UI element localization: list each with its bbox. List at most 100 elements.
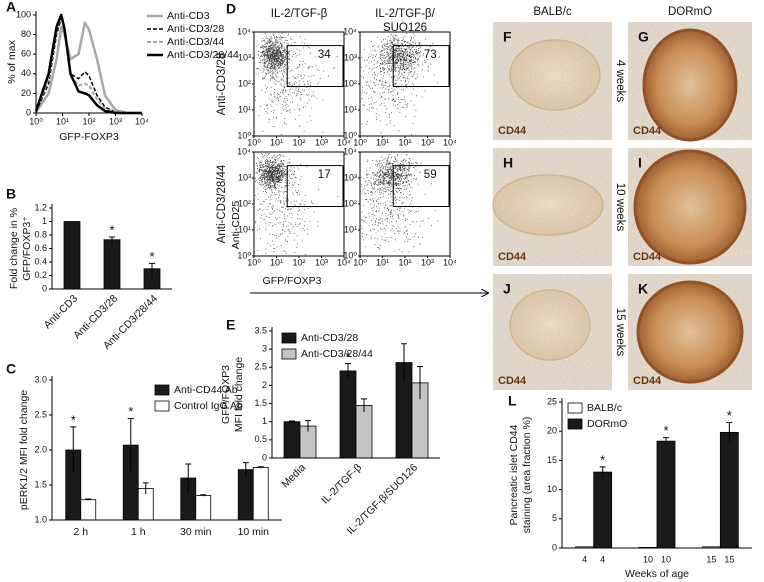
micrograph: [628, 274, 752, 390]
y-tick-label: 10⁰: [237, 250, 251, 260]
row-label: 4 weeks: [614, 60, 626, 102]
y-tick-label: 40: [21, 68, 31, 78]
y-tick-label: 10⁰: [343, 130, 357, 140]
y-tick-label: 2.0: [34, 444, 47, 454]
x-tick-label: 10¹: [56, 116, 69, 126]
legend-swatch: [567, 402, 583, 414]
gate: [286, 165, 344, 208]
panel-label: L: [508, 393, 517, 409]
y-tick-label: 10¹: [238, 104, 251, 114]
y-tick-label: 10⁴: [343, 26, 357, 36]
y-tick-label: 10⁴: [237, 26, 251, 36]
bar: [103, 239, 121, 290]
event-cloud: [255, 33, 338, 135]
x-tick-label: 10⁴: [337, 257, 351, 267]
y-tick-label: 0.5: [254, 434, 267, 444]
gate-percent: 17: [318, 169, 331, 181]
tissue-grain: [628, 274, 752, 390]
axis-frame: [35, 11, 142, 114]
tissue-grain: [493, 274, 612, 390]
bar: [593, 471, 613, 549]
y-tick-label: 10⁴: [237, 146, 251, 156]
y-tick-label: 10³: [238, 172, 251, 182]
y-axis-label: Pancreatic islet CD44: [508, 424, 520, 525]
x-tick-label: 10⁴: [443, 257, 457, 267]
bar: [339, 370, 357, 459]
y-tick-label: 10: [547, 484, 557, 494]
significance-mark: *: [600, 452, 605, 467]
x-axis-label: GFP/FOXP3: [263, 275, 322, 287]
x-tick-label: 15: [724, 554, 734, 564]
gate-percent: 73: [424, 49, 437, 61]
x-tick-label: 10¹: [376, 137, 389, 147]
error-bar: [142, 482, 149, 495]
error-bar: [305, 420, 311, 432]
y-tick-label: 10⁰: [343, 250, 357, 260]
y-tick-label: 0: [42, 283, 47, 293]
bar: [252, 467, 269, 521]
error-bar: [70, 426, 77, 474]
legend-swatch: [281, 348, 297, 360]
y-tick-label: 3: [262, 344, 267, 354]
significance-mark: *: [128, 404, 133, 419]
micrograph: [493, 274, 612, 390]
legend-label: Control IgG Ab: [174, 400, 243, 412]
x-tick-label: 10 min: [237, 526, 269, 538]
error-bar: [200, 494, 207, 497]
y-axis-label: Fold change in %: [8, 208, 20, 289]
y-tick-label: 15: [547, 455, 557, 465]
panel-label: D: [226, 1, 236, 17]
error-bar: [361, 398, 367, 412]
plot-frame: [359, 31, 451, 137]
legend-swatch: [154, 384, 170, 396]
row-label: 15 weeks: [614, 308, 626, 357]
x-tick-label: 10⁴: [337, 137, 351, 147]
bar: [237, 469, 254, 521]
gate: [286, 45, 344, 88]
y-tick-label: 0.4: [34, 256, 47, 266]
bar: [195, 495, 212, 521]
error-bar: [242, 462, 249, 477]
legend-swatch: [154, 400, 170, 412]
micrograph: [493, 22, 612, 140]
y-tick-label: 1.5: [34, 479, 47, 489]
stain-label: CD44: [498, 251, 527, 263]
x-tick-label: 10¹: [270, 257, 283, 267]
error-bar: [663, 437, 669, 445]
y-tick-label: 2.5: [34, 409, 47, 419]
x-tick-label: 4: [600, 554, 605, 564]
y-tick-label: 0.2: [34, 270, 47, 280]
panel-label: B: [6, 186, 16, 202]
y-tick-label: 10³: [344, 52, 357, 62]
y-tick-label: 25: [547, 396, 557, 406]
y-tick-label: 1.2: [34, 202, 47, 212]
x-tick-label: Anti-CD3: [41, 292, 80, 331]
tissue-grain: [493, 148, 612, 266]
y-tick-label: 3.0: [34, 374, 47, 384]
error-bar: [345, 363, 351, 379]
error-bar: [599, 466, 606, 478]
legend-label: Anti-CD3: [167, 10, 210, 22]
column-header: IL-2/TGF-β/: [375, 8, 435, 20]
legend-label: Anti-CD3/44: [167, 36, 224, 48]
x-tick-label: 10¹: [376, 257, 389, 267]
y-tick-label: 100: [16, 9, 31, 19]
x-tick-label: 10³: [315, 137, 328, 147]
tissue-grain: [628, 148, 752, 266]
y-tick-label: 10²: [238, 78, 251, 88]
x-tick-label: 10⁰: [29, 116, 43, 126]
x-tick-label: 2 h: [73, 526, 88, 538]
x-tick-label: 10⁰: [353, 257, 367, 267]
y-tick-label: 5: [552, 513, 557, 523]
significance-mark: *: [345, 349, 350, 364]
bar: [63, 221, 81, 290]
y-tick-label: 10⁰: [237, 130, 251, 140]
y-axis-label: GFP/FOXP3: [220, 365, 232, 424]
x-tick-label: 30 min: [180, 526, 212, 538]
error-bar: [127, 418, 134, 472]
gate-percent: 59: [424, 169, 437, 181]
legend-label: BALB/c: [587, 402, 622, 414]
x-tick-label: 10²: [292, 137, 305, 147]
y-tick-label: 1: [42, 216, 47, 226]
y-axis-label: % of max: [6, 39, 18, 84]
